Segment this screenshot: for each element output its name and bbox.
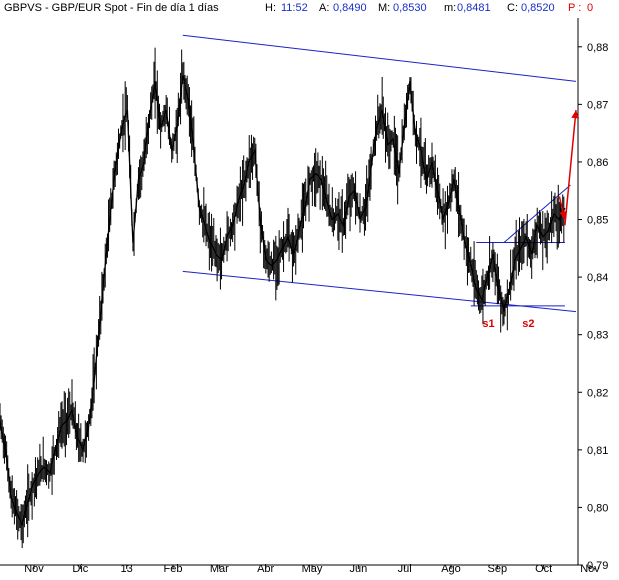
x-tick-label: Jun [349,563,367,575]
y-tick-label: 0,82 [587,387,608,399]
header-a-value: 0,8490 [333,2,367,14]
trend-line [182,270,577,313]
header-c-value: 0,8520 [521,2,555,14]
x-tick-label: Jul [398,563,412,575]
chart-header: GBPVS - GBP/EUR Spot - Fin de día 1 días… [4,2,593,14]
projection-arrow-line [564,110,577,226]
header-low-value: 0,8481 [457,2,491,14]
x-tick-label: Dic [72,563,88,575]
x-tick-label: Abr [257,563,274,575]
x-tick-label: Nov [580,563,600,575]
support-label: s1 [482,318,494,330]
y-tick-label: 0,84 [587,272,608,284]
x-tick-label: May [302,563,323,575]
support-annotations: s1 s2 [482,318,534,330]
trend-line [182,34,577,82]
x-tick-label: Feb [164,563,183,575]
y-axis-ticks: 0,88 0,87 0,86 0,85 0,84 0,83 0,82 0,81 0,80 0,79 [578,42,608,572]
header-h-value: 11:52 [281,2,308,14]
x-tick-label: Mar [210,563,229,575]
header-a-label: A: [319,2,329,14]
y-tick-label: 0,87 [587,99,608,111]
y-tick-label: 0,88 [587,42,608,54]
x-tick-label: Sep [488,563,508,575]
x-tick-label: Ago [441,563,461,575]
projection-arrow-head [571,110,580,119]
y-tick-label: 0,81 [587,445,608,457]
header-m-label: M: [378,2,390,14]
header-low-label: m: [444,2,456,14]
y-tick-label: 0,86 [587,157,608,169]
header-h-label: H: [265,2,276,14]
header-p-label: P : [568,2,581,14]
y-tick-label: 0,79 [587,560,608,572]
header-m-value: 0,8530 [393,2,427,14]
header-symbol: GBPVS - GBP/EUR Spot - Fin de día 1 días [4,2,219,14]
x-tick-label: Nov [24,563,44,575]
projection-arrow-head [559,210,567,220]
x-tick-label: Oct [535,563,552,575]
y-tick-label: 0,85 [587,215,608,227]
price-series [0,47,566,549]
x-axis-ticks: Nov Dic 13 Feb Mar Abr May Jun Jul Ago Sep Oct Nov [24,563,600,575]
projection-arrows [558,110,580,226]
x-tick-label: 13 [121,563,133,575]
header-p-value: 0 [587,2,593,14]
y-tick-label: 0,80 [587,502,608,514]
y-tick-label: 0,83 [587,330,608,342]
header-c-label: C: [507,2,518,14]
support-label: s2 [522,318,534,330]
